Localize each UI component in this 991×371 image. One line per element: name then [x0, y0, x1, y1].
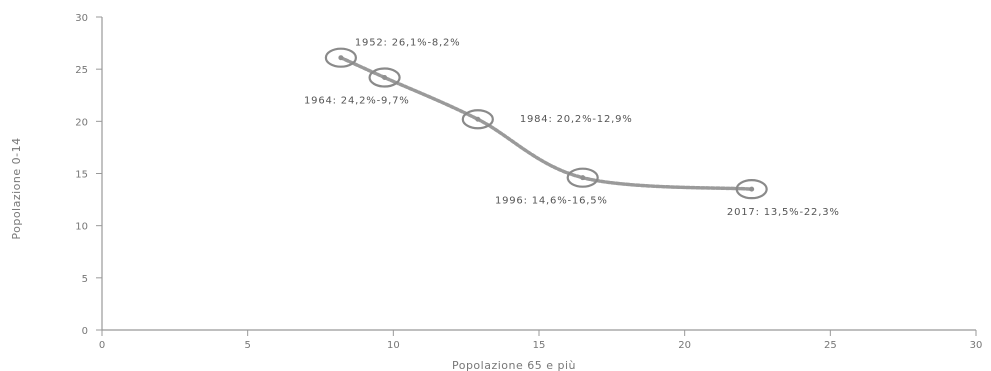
- data-point: [566, 167, 599, 188]
- y-axis-title: Popolazione 0-14: [10, 137, 23, 239]
- x-tick-label: 5: [244, 340, 250, 351]
- x-tick-label: 15: [533, 340, 546, 351]
- y-axis-ticks: 0 5 10 15 20 25 30: [75, 13, 102, 337]
- x-tick-label: 20: [678, 340, 691, 351]
- x-axis-ticks: 0 5 10 15 20 25 30: [99, 330, 983, 351]
- x-tick-label: 30: [970, 340, 983, 351]
- data-point-markers: [324, 47, 768, 200]
- data-point: [324, 47, 357, 68]
- data-point-marker: [735, 179, 768, 200]
- y-tick-label: 5: [82, 274, 88, 285]
- data-point-marker: [324, 47, 357, 68]
- data-point-labels: 1952: 26,1%-8,2% 1964: 24,2%-9,7% 1984: 20…: [304, 38, 840, 218]
- y-tick-label: 30: [75, 13, 88, 24]
- data-point: [368, 67, 401, 88]
- x-tick-label: 0: [99, 340, 105, 351]
- x-tick-label: 10: [387, 340, 400, 351]
- data-point-dot: [749, 186, 755, 192]
- x-tick-label: 25: [824, 340, 837, 351]
- data-point-marker: [368, 67, 401, 88]
- x-axis-title: Popolazione 65 e più: [452, 359, 576, 371]
- data-point-label: 1996: 14,6%-16,5%: [495, 196, 608, 207]
- data-point-label: 1984: 20,2%-12,9%: [520, 114, 633, 125]
- y-tick-label: 25: [75, 65, 88, 76]
- data-point-dot: [382, 75, 388, 81]
- data-point-dot: [580, 175, 586, 181]
- data-point-marker: [461, 109, 494, 130]
- y-tick-label: 0: [82, 326, 88, 337]
- data-point-label: 1964: 24,2%-9,7%: [304, 96, 410, 107]
- y-tick-label: 10: [75, 222, 88, 233]
- data-point-dot: [475, 116, 481, 122]
- y-tick-label: 15: [75, 170, 88, 181]
- data-point: [461, 109, 494, 130]
- data-point: [735, 179, 768, 200]
- data-point-label: 2017: 13,5%-22,3%: [727, 207, 840, 218]
- data-point-label: 1952: 26,1%-8,2%: [355, 38, 461, 49]
- data-point-dot: [338, 55, 344, 61]
- y-tick-label: 20: [75, 117, 88, 128]
- data-point-marker: [566, 167, 599, 188]
